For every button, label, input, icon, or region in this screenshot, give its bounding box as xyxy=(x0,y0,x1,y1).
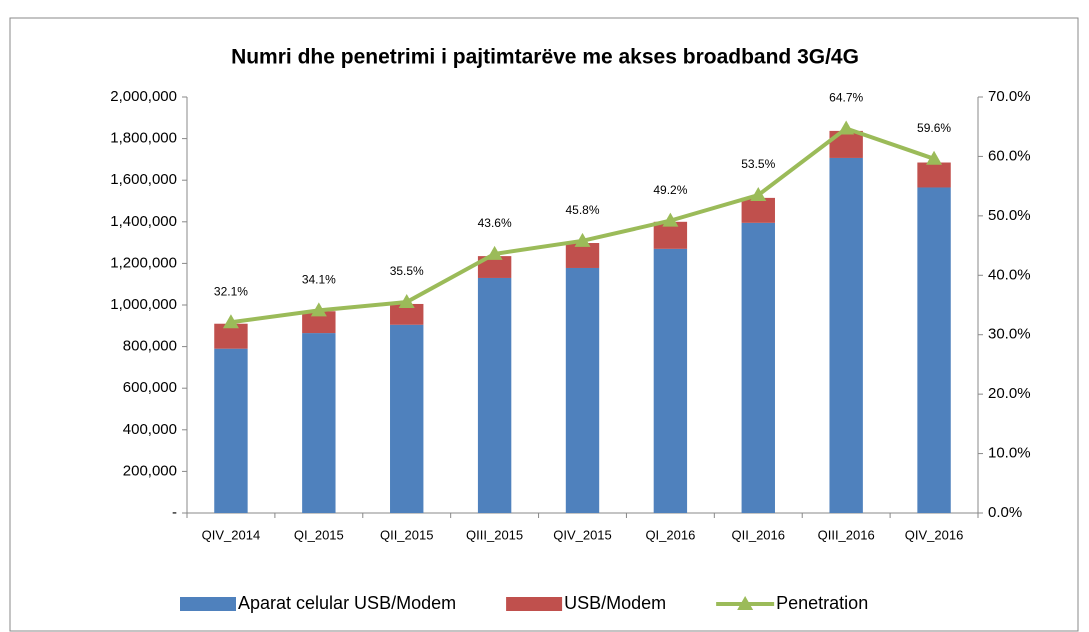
legend-swatch xyxy=(180,597,236,611)
bar xyxy=(917,187,951,514)
x-tick-label: QII_2016 xyxy=(732,527,786,542)
chart-title: Numri dhe penetrimi i pajtimtarëve me ak… xyxy=(231,46,859,69)
bar xyxy=(477,256,512,278)
legend-label: Penetration xyxy=(776,593,868,613)
bar xyxy=(214,348,248,513)
bar xyxy=(390,303,424,325)
y2-tick-label: 50.0% xyxy=(988,207,1031,224)
y2-tick-label: 70.0% xyxy=(988,88,1031,105)
data-label: 45.8% xyxy=(565,203,599,217)
y-tick-label: 1,800,000 xyxy=(110,130,177,147)
data-label: 59.6% xyxy=(917,121,951,135)
data-label: 53.5% xyxy=(741,157,775,171)
x-tick-label: QIV_2014 xyxy=(202,527,261,542)
x-tick-label: QIV_2016 xyxy=(905,527,964,542)
y-tick-label: 800,000 xyxy=(123,338,177,355)
marker xyxy=(310,302,327,317)
y2-tick-label: 40.0% xyxy=(988,266,1031,283)
legend-swatch xyxy=(737,596,754,610)
y-tick-label: 1,200,000 xyxy=(110,254,177,271)
bar xyxy=(565,267,600,513)
x-tick-label: QII_2015 xyxy=(380,527,434,542)
y2-tick-label: 0.0% xyxy=(988,504,1022,521)
marker xyxy=(574,232,591,247)
y-tick-label: 1,600,000 xyxy=(110,171,177,188)
marker xyxy=(926,150,943,165)
y-tick-label: 600,000 xyxy=(123,379,177,396)
y-tick-label: 400,000 xyxy=(123,421,177,438)
x-tick-label: QIII_2015 xyxy=(466,527,523,542)
bar xyxy=(829,157,863,513)
x-tick-label: QIII_2016 xyxy=(818,527,875,542)
bar xyxy=(741,197,775,223)
chart-frame xyxy=(9,17,1079,632)
y2-tick-label: 20.0% xyxy=(988,385,1031,402)
bar xyxy=(653,248,688,513)
x-tick-label: QI_2015 xyxy=(294,527,344,542)
legend-label: USB/Modem xyxy=(564,593,666,613)
bar xyxy=(390,324,424,513)
data-label: 34.1% xyxy=(302,273,336,287)
y2-tick-label: 60.0% xyxy=(988,147,1031,164)
data-label: 43.6% xyxy=(478,216,512,230)
legend-swatch xyxy=(506,597,563,611)
marker xyxy=(398,294,415,309)
marker xyxy=(662,212,679,227)
y-tick-label: 200,000 xyxy=(123,462,177,479)
y-tick-label: 2,000,000 xyxy=(110,88,177,105)
bar xyxy=(917,162,951,188)
data-label: 35.5% xyxy=(390,264,424,278)
x-tick-label: QI_2016 xyxy=(645,527,695,542)
data-label: 64.7% xyxy=(829,91,863,105)
y-tick-label: - xyxy=(172,504,177,521)
y2-tick-label: 10.0% xyxy=(988,445,1031,462)
marker xyxy=(222,314,239,329)
legend-label: Aparat celular USB/Modem xyxy=(238,593,456,613)
data-label: 32.1% xyxy=(214,284,248,298)
y2-tick-label: 30.0% xyxy=(988,326,1031,343)
bar xyxy=(741,222,775,513)
marker xyxy=(750,187,767,202)
marker xyxy=(838,120,855,135)
bar xyxy=(302,311,336,334)
data-label: 49.2% xyxy=(653,183,687,197)
x-tick-label: QIV_2015 xyxy=(553,527,612,542)
bar xyxy=(565,243,600,268)
y-tick-label: 1,400,000 xyxy=(110,213,177,230)
bar xyxy=(477,277,512,513)
bar xyxy=(302,333,336,513)
marker xyxy=(486,245,503,260)
y-tick-label: 1,000,000 xyxy=(110,296,177,313)
